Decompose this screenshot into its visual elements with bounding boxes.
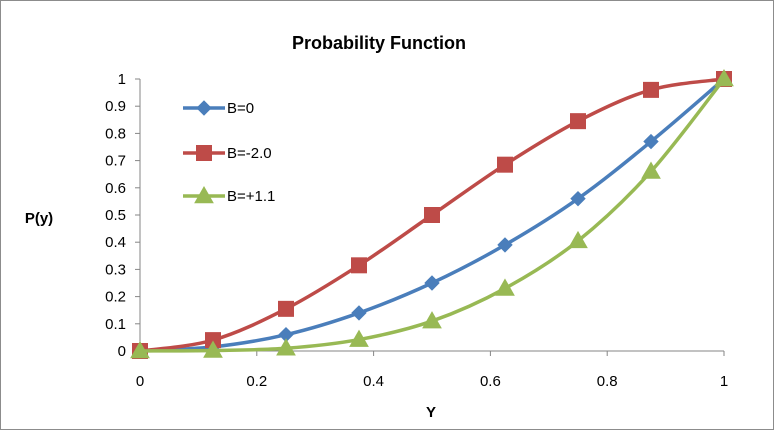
data-point (349, 329, 369, 347)
x-tick-label: 0.2 (246, 373, 267, 390)
y-tick-label: 0.1 (105, 316, 126, 333)
y-tick-label: 0.6 (105, 180, 126, 197)
legend-entry: B=-2.0 (183, 145, 272, 162)
data-point (570, 113, 586, 130)
legend-marker (196, 145, 212, 161)
series-line (139, 77, 726, 353)
data-point (203, 340, 223, 358)
legend-label: B=+1.1 (227, 188, 275, 205)
data-point (643, 133, 659, 150)
x-tick-label: 0.6 (480, 373, 501, 390)
x-tick-label: 1 (720, 373, 728, 390)
series-line (139, 77, 726, 353)
y-tick-label: 0 (118, 343, 126, 360)
y-tick-label: 0.3 (105, 261, 126, 278)
data-point (568, 230, 588, 249)
legend-entry: B=+1.1 (183, 185, 275, 205)
legend-marker (194, 185, 214, 204)
data-point (424, 275, 440, 291)
legend: B=0 B=-2.0 B=+1.1 (183, 100, 275, 205)
data-point (424, 207, 440, 223)
legend-entry: B=0 (183, 100, 254, 117)
y-tick-label: 0.7 (105, 153, 126, 170)
y-tick-label: 1 (118, 71, 126, 88)
x-axis-label: Y (426, 404, 436, 421)
series-layer (130, 68, 734, 359)
data-point (351, 257, 367, 274)
y-tick-label: 0.4 (105, 234, 126, 251)
x-tick-label: 0 (136, 373, 144, 390)
data-point (570, 190, 586, 207)
legend-label: B=-2.0 (227, 145, 272, 162)
y-tick-label: 0.9 (105, 98, 126, 115)
data-point (643, 81, 659, 98)
axes: 0 0.1 0.2 0.3 0.4 0.5 0.6 0.7 0.8 0.9 1 0 0.2 0.4 0.6 0… (105, 71, 728, 390)
data-point (276, 338, 296, 356)
data-point (351, 305, 367, 321)
y-axis-label: P(y) (25, 210, 53, 227)
legend-marker (196, 100, 212, 116)
data-point (497, 237, 513, 253)
data-point (641, 161, 661, 179)
data-point (495, 278, 515, 296)
data-point (497, 156, 513, 173)
data-point (278, 300, 294, 317)
y-tick-label: 0.5 (105, 207, 126, 224)
data-point (714, 68, 734, 87)
legend-label: B=0 (227, 100, 254, 117)
data-point (422, 311, 442, 329)
series-2 (130, 68, 734, 359)
x-tick-label: 0.4 (363, 373, 384, 390)
y-tick-label: 0.8 (105, 125, 126, 142)
y-tick-label: 0.2 (105, 289, 126, 306)
x-tick-label: 0.8 (597, 373, 618, 390)
data-point (130, 340, 150, 359)
chart-title: Probability Function (292, 33, 466, 53)
